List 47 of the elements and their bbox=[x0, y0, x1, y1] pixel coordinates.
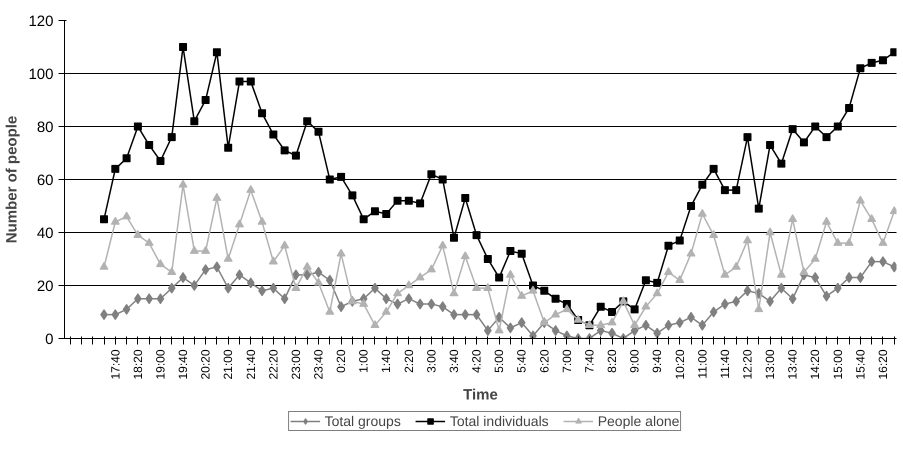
x-tick-label: 11:00 bbox=[695, 349, 710, 379]
y-tick-label: 120 bbox=[28, 13, 54, 30]
y-tick-label: 40 bbox=[36, 225, 54, 242]
y-axis-title: Number of people bbox=[3, 116, 20, 244]
x-tick-label: 3:40 bbox=[446, 349, 461, 373]
x-tick-label: 1:00 bbox=[356, 349, 371, 373]
x-tick-label: 2:20 bbox=[402, 349, 416, 373]
x-axis-title: Time bbox=[463, 386, 498, 404]
x-tick-label: 13:40 bbox=[786, 349, 800, 380]
x-tick-label: 20:20 bbox=[198, 349, 213, 380]
x-tick-label: 1:40 bbox=[379, 349, 394, 373]
x-tick-label: 9:40 bbox=[650, 349, 664, 373]
x-tick-label: 4:20 bbox=[470, 349, 484, 373]
y-tick-label: 20 bbox=[36, 278, 54, 295]
x-tick-label: 8:20 bbox=[605, 349, 620, 373]
x-tick-label: 3:00 bbox=[424, 349, 438, 373]
x-tick-label: 5:40 bbox=[514, 349, 529, 373]
x-tick-label: 10:20 bbox=[672, 349, 687, 380]
legend-label: Total individuals bbox=[450, 413, 549, 429]
x-tick-label: 23:00 bbox=[288, 349, 303, 380]
x-tick-label: 16:20 bbox=[876, 349, 890, 380]
y-tick-label: 60 bbox=[36, 172, 54, 189]
y-tick-label: 100 bbox=[28, 66, 54, 83]
x-tick-label: 19:40 bbox=[176, 349, 190, 380]
x-tick-label: 5:00 bbox=[492, 349, 506, 373]
x-tick-label: 7:40 bbox=[582, 349, 596, 373]
x-tick-label: 17:40 bbox=[108, 349, 122, 380]
x-tick-label: 21:40 bbox=[244, 349, 258, 380]
x-tick-label: 23:40 bbox=[312, 349, 326, 380]
x-tick-label: 0:20 bbox=[334, 349, 348, 373]
legend-label: People alone bbox=[598, 413, 680, 429]
x-tick-label: 22:20 bbox=[266, 349, 280, 380]
x-tick-label: 6:20 bbox=[537, 349, 552, 373]
x-tick-label: 12:20 bbox=[740, 349, 754, 380]
y-tick-label: 0 bbox=[45, 331, 54, 348]
x-tick-label: 11:40 bbox=[718, 349, 732, 379]
x-tick-label: 21:00 bbox=[221, 349, 236, 380]
x-tick-label: 15:40 bbox=[853, 349, 868, 380]
x-tick-label: 14:20 bbox=[808, 349, 822, 380]
x-tick-label: 13:00 bbox=[763, 349, 778, 380]
x-tick-label: 18:20 bbox=[130, 349, 145, 380]
x-tick-label: 7:00 bbox=[560, 349, 574, 373]
x-tick-label: 9:00 bbox=[628, 349, 642, 373]
x-tick-label: 15:00 bbox=[830, 349, 845, 380]
x-tick-label: 19:00 bbox=[153, 349, 168, 380]
y-tick-label: 80 bbox=[36, 119, 54, 136]
legend-label: Total groups bbox=[324, 413, 401, 429]
